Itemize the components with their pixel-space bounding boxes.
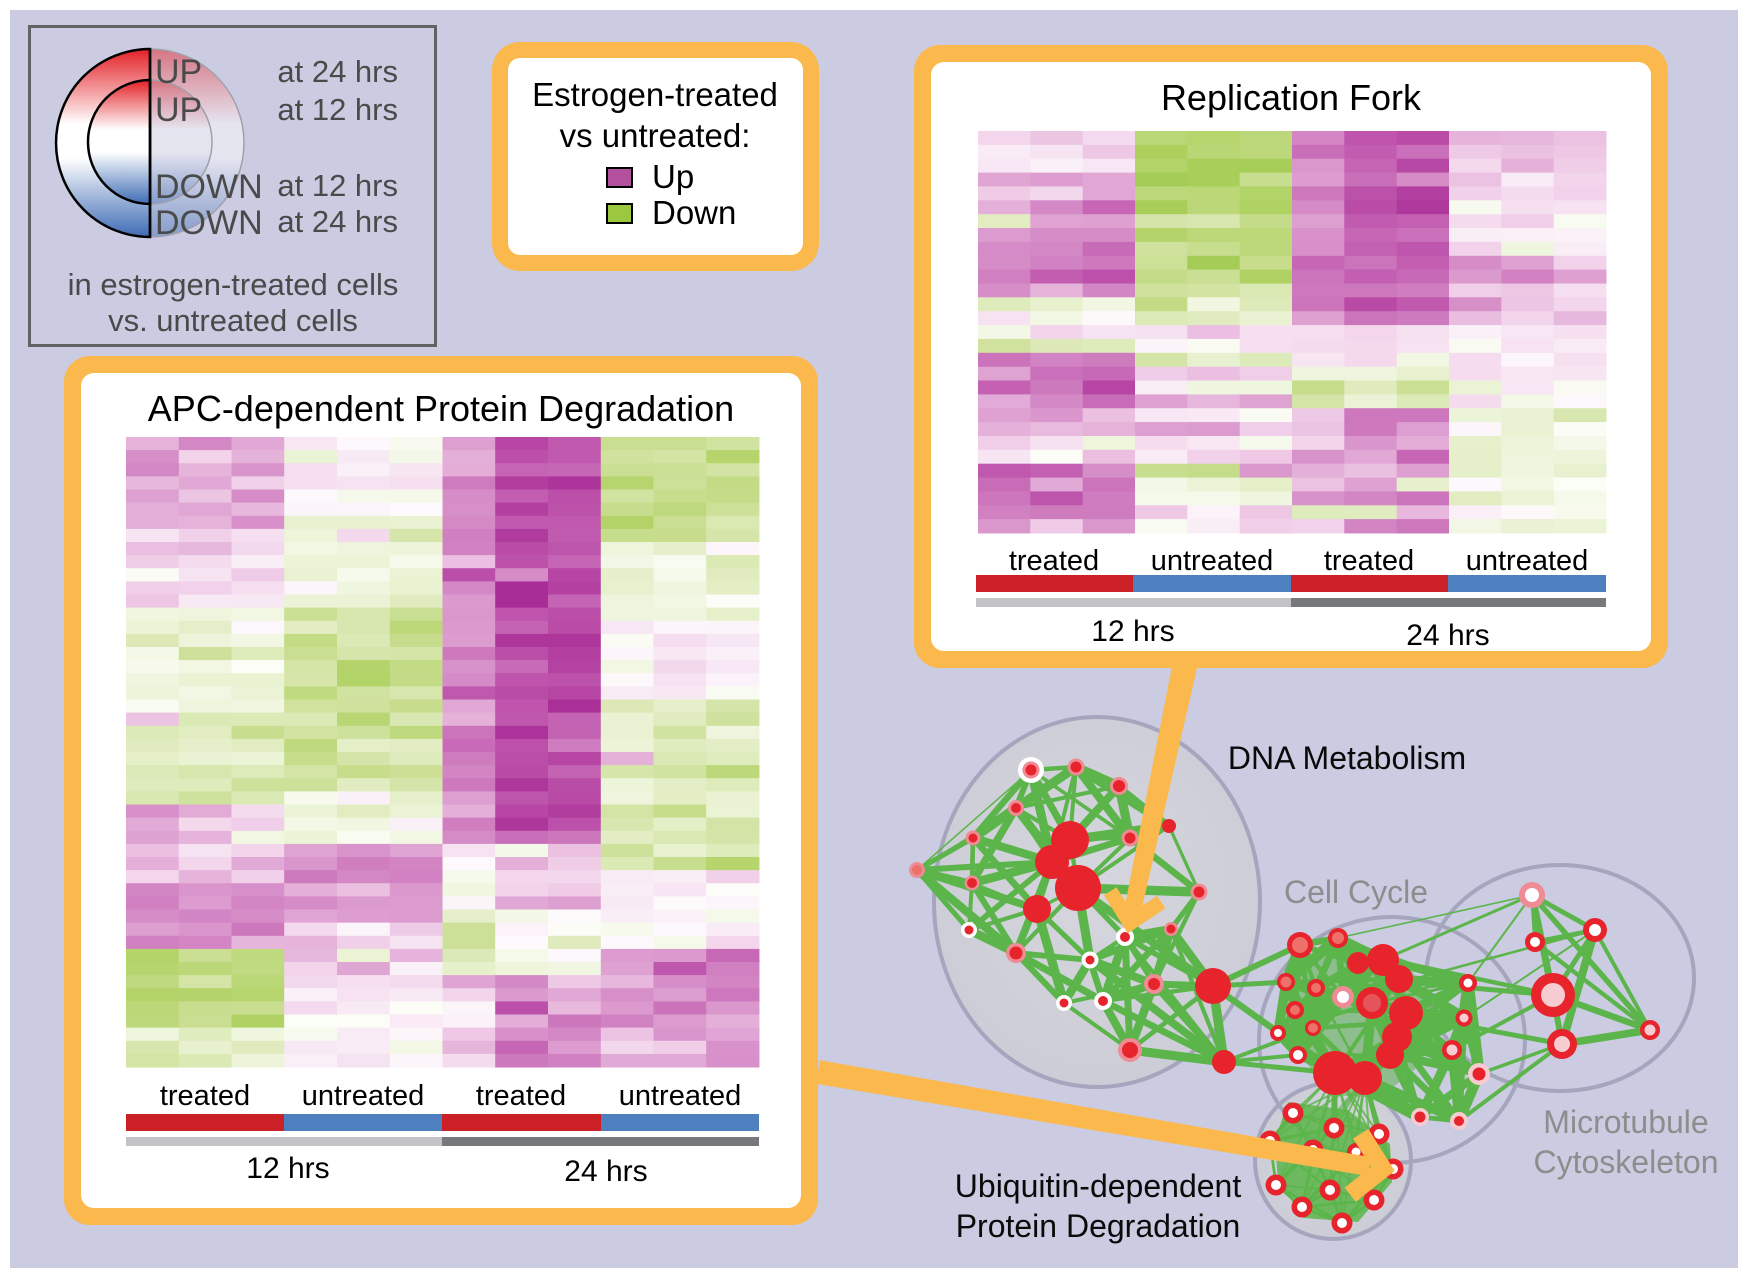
- svg-text:UP: UP: [155, 91, 202, 129]
- svg-text:at 12 hrs: at 12 hrs: [277, 92, 398, 127]
- svg-text:Down: Down: [652, 194, 736, 231]
- svg-text:treated: treated: [476, 1080, 566, 1112]
- svg-text:APC-dependent Protein Degradat: APC-dependent Protein Degradation: [148, 388, 734, 429]
- svg-text:12 hrs: 12 hrs: [1091, 615, 1174, 648]
- svg-text:Cell Cycle: Cell Cycle: [1284, 874, 1428, 910]
- svg-text:treated: treated: [160, 1080, 250, 1112]
- svg-text:vs. untreated cells: vs. untreated cells: [108, 303, 358, 338]
- svg-text:12 hrs: 12 hrs: [246, 1152, 329, 1185]
- svg-text:untreated: untreated: [1466, 545, 1589, 577]
- svg-text:UP: UP: [155, 53, 202, 91]
- svg-text:untreated: untreated: [1151, 545, 1274, 577]
- svg-text:untreated: untreated: [302, 1080, 425, 1112]
- svg-text:at 12 hrs: at 12 hrs: [277, 168, 398, 203]
- svg-text:untreated: untreated: [619, 1080, 742, 1112]
- svg-text:treated: treated: [1009, 545, 1099, 577]
- svg-text:24 hrs: 24 hrs: [1406, 619, 1489, 652]
- svg-text:Ubiquitin-dependent: Ubiquitin-dependent: [955, 1168, 1242, 1204]
- svg-text:Protein Degradation: Protein Degradation: [956, 1208, 1241, 1244]
- svg-text:Cytoskeleton: Cytoskeleton: [1534, 1144, 1719, 1180]
- svg-text:Estrogen-treated: Estrogen-treated: [532, 76, 778, 113]
- svg-text:Microtubule: Microtubule: [1543, 1104, 1708, 1140]
- svg-text:treated: treated: [1324, 545, 1414, 577]
- svg-text:DNA Metabolism: DNA Metabolism: [1228, 740, 1466, 776]
- svg-text:at 24 hrs: at 24 hrs: [277, 204, 398, 239]
- svg-text:Up: Up: [652, 158, 694, 195]
- svg-text:vs untreated:: vs untreated:: [560, 117, 751, 154]
- svg-text:DOWN: DOWN: [155, 168, 263, 206]
- svg-text:Replication Fork: Replication Fork: [1161, 77, 1422, 118]
- svg-text:24 hrs: 24 hrs: [564, 1155, 647, 1188]
- svg-text:in estrogen-treated cells: in estrogen-treated cells: [68, 267, 399, 302]
- svg-text:DOWN: DOWN: [155, 204, 263, 242]
- svg-text:at 24 hrs: at 24 hrs: [277, 54, 398, 89]
